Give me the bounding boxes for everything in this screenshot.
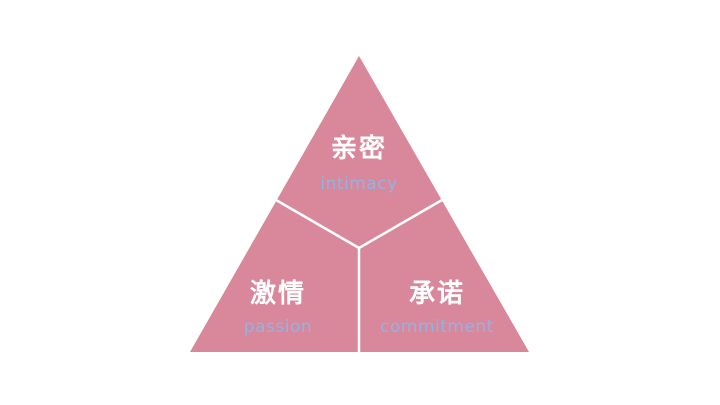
divider-left bbox=[275, 198, 360, 250]
passion-english-label: passion bbox=[243, 317, 313, 337]
intimacy-english-label: intimacy bbox=[320, 174, 398, 194]
passion-chinese-label: 激情 bbox=[249, 279, 307, 309]
commitment-english-label: commitment bbox=[380, 317, 494, 337]
divider-right bbox=[358, 198, 443, 250]
intimacy-chinese-label: 亲密 bbox=[330, 134, 388, 164]
commitment-chinese-label: 承诺 bbox=[408, 279, 466, 309]
triangle-shape bbox=[190, 56, 529, 352]
